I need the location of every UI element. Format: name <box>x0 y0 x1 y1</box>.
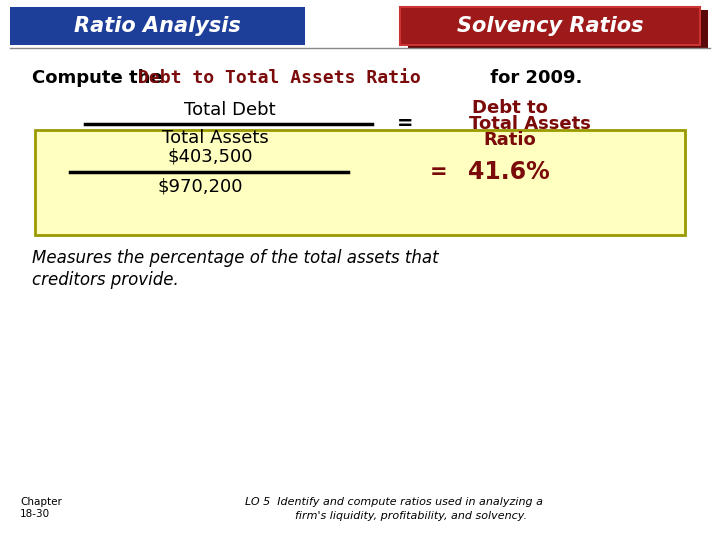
Text: Solvency Ratios: Solvency Ratios <box>456 16 643 36</box>
Bar <box>10 7 305 45</box>
Text: =: = <box>430 162 448 182</box>
Text: creditors provide.: creditors provide. <box>32 271 179 289</box>
Text: Total Assets: Total Assets <box>161 129 269 147</box>
Text: Compute the: Compute the <box>32 69 169 87</box>
Text: Debt to Total Assets Ratio: Debt to Total Assets Ratio <box>138 69 420 87</box>
Text: LO 5  Identify and compute ratios used in analyzing a: LO 5 Identify and compute ratios used in… <box>245 497 543 507</box>
Bar <box>35 130 685 235</box>
Text: Debt to: Debt to <box>472 99 548 117</box>
Bar <box>400 7 700 45</box>
Bar <box>408 10 708 48</box>
Text: 18-30: 18-30 <box>20 509 50 519</box>
Text: Measures the percentage of the total assets that: Measures the percentage of the total ass… <box>32 249 438 267</box>
Text: for 2009.: for 2009. <box>484 69 582 87</box>
Text: Ratio: Ratio <box>484 131 536 149</box>
Text: firm's liquidity, profitability, and solvency.: firm's liquidity, profitability, and sol… <box>295 511 527 521</box>
Text: Chapter: Chapter <box>20 497 62 507</box>
Text: $970,200: $970,200 <box>157 178 243 196</box>
Text: Total Debt: Total Debt <box>184 101 276 119</box>
Text: Total Assets: Total Assets <box>469 115 591 133</box>
Text: 41.6%: 41.6% <box>468 160 550 184</box>
Text: $403,500: $403,500 <box>167 148 253 166</box>
Text: Ratio Analysis: Ratio Analysis <box>73 16 240 36</box>
Text: =: = <box>397 114 413 133</box>
